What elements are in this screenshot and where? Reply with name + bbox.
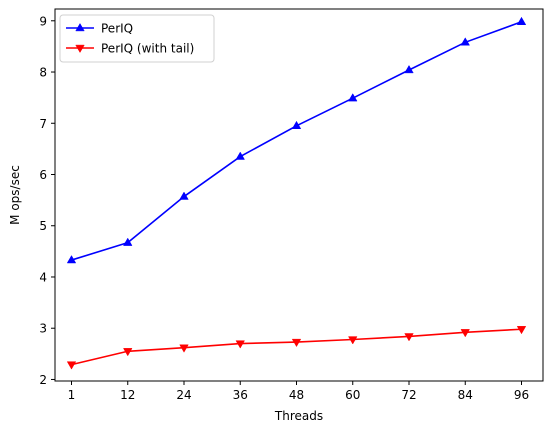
legend: PerIQ PerIQ (with tail) (59, 14, 215, 63)
y-axis: 2 3 4 5 6 7 8 9 (39, 14, 55, 387)
y-tick-label: 8 (39, 66, 47, 80)
data-point (179, 344, 189, 353)
series-1 (66, 326, 527, 370)
data-point (235, 151, 245, 160)
data-point (291, 120, 302, 130)
y-tick-label: 6 (39, 168, 47, 182)
legend-item: PerIQ (with tail) (66, 42, 194, 56)
y-tick-label: 2 (39, 373, 47, 387)
data-point (348, 93, 358, 102)
legend-box (59, 14, 215, 63)
legend-item: PerIQ (66, 22, 133, 36)
x-tick-label: 60 (345, 388, 360, 402)
x-tick-label: 24 (176, 388, 191, 402)
data-point (460, 37, 470, 46)
data-point (66, 255, 77, 264)
y-tick-label: 5 (39, 219, 47, 233)
x-tick-label: 36 (233, 388, 248, 402)
data-point (516, 16, 527, 25)
data-point (179, 191, 189, 200)
data-point (66, 361, 77, 370)
x-axis-label: Threads (274, 409, 323, 423)
y-tick-label: 3 (39, 322, 47, 336)
data-point (123, 348, 133, 357)
y-axis-label: M ops/sec (8, 165, 22, 225)
y-tick-label: 9 (39, 14, 47, 28)
legend-label: PerIQ (101, 22, 133, 36)
x-tick-label: 96 (514, 388, 529, 402)
series-0 (66, 16, 527, 264)
x-axis: 1 12 24 36 48 60 72 84 96 (68, 381, 529, 402)
data-point (235, 340, 245, 349)
data-point (404, 333, 414, 342)
data-point (516, 326, 527, 335)
data-point (460, 329, 470, 338)
plot-area (54, 8, 544, 382)
legend-marker (75, 44, 85, 54)
series-layer (66, 16, 527, 370)
data-point (123, 237, 133, 246)
data-point (404, 64, 414, 74)
y-tick-label: 7 (39, 117, 47, 131)
x-tick-label: 48 (289, 388, 304, 402)
legend-label: PerIQ (with tail) (101, 42, 194, 56)
legend-marker (75, 22, 85, 32)
data-point (291, 338, 302, 348)
x-tick-label: 12 (120, 388, 135, 402)
y-tick-label: 4 (39, 270, 47, 284)
x-tick-label: 72 (401, 388, 416, 402)
data-point (348, 336, 358, 345)
x-tick-label: 84 (458, 388, 473, 402)
x-tick-label: 1 (68, 388, 76, 402)
